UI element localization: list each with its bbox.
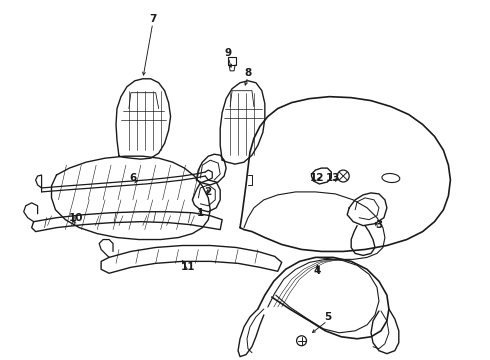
Text: 8: 8 [245,68,251,78]
Text: 9: 9 [224,48,232,58]
Text: 4: 4 [314,266,321,276]
Text: 7: 7 [149,14,156,24]
Text: 5: 5 [324,312,331,322]
Text: 2: 2 [204,187,211,197]
Text: 10: 10 [69,213,84,223]
Text: 3: 3 [375,220,383,230]
Text: 6: 6 [129,173,137,183]
Text: 11: 11 [181,262,196,272]
Text: 1: 1 [196,208,204,218]
Text: 12: 12 [310,173,325,183]
Text: 13: 13 [326,173,341,183]
